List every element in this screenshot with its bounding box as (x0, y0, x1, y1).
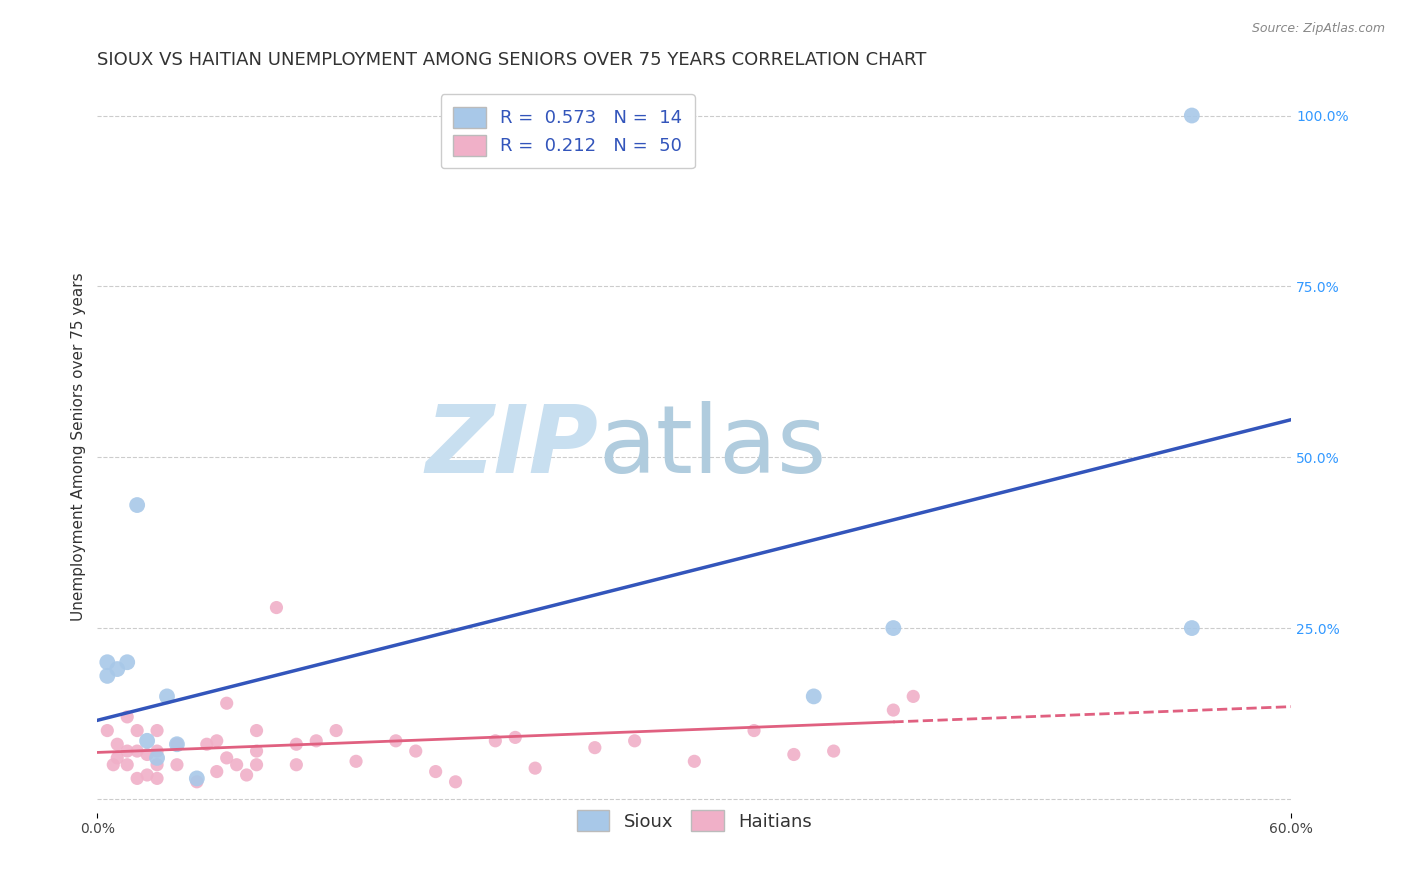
Point (205, 764, 228, 779)
Point (96, 723, 118, 738)
Point (325, 723, 347, 738)
Point (127, 772, 149, 786)
Point (583, 740, 606, 755)
Point (146, 757, 169, 772)
Point (385, 734, 408, 748)
Point (444, 774, 467, 789)
Point (235, 768, 257, 782)
Point (105, 662, 128, 676)
Point (305, 734, 328, 748)
Point (146, 751, 169, 765)
Point (136, 768, 159, 782)
Point (425, 764, 447, 779)
Point (105, 737, 128, 751)
Point (195, 737, 218, 751)
Point (166, 737, 188, 751)
Point (344, 754, 367, 768)
Y-axis label: Unemployment Among Seniors over 75 years: Unemployment Among Seniors over 75 years (72, 273, 86, 621)
Point (127, 744, 149, 758)
Point (215, 751, 238, 765)
Point (136, 734, 159, 748)
Point (115, 710, 138, 724)
Point (1181, 109, 1204, 123)
Point (524, 761, 547, 775)
Point (623, 734, 645, 748)
Point (96, 669, 118, 683)
Point (285, 757, 308, 772)
Text: SIOUX VS HAITIAN UNEMPLOYMENT AMONG SENIORS OVER 75 YEARS CORRELATION CHART: SIOUX VS HAITIAN UNEMPLOYMENT AMONG SENI… (97, 51, 927, 69)
Point (882, 621, 904, 635)
Point (803, 690, 825, 704)
Point (484, 734, 506, 748)
Text: Source: ZipAtlas.com: Source: ZipAtlas.com (1251, 22, 1385, 36)
Point (136, 747, 159, 762)
Point (742, 723, 765, 738)
Point (166, 737, 188, 751)
Point (96, 655, 118, 669)
Point (127, 723, 149, 738)
Point (683, 754, 706, 768)
Point (156, 690, 179, 704)
Point (285, 737, 308, 751)
Point (205, 734, 228, 748)
Point (103, 757, 125, 772)
Point (105, 751, 128, 765)
Point (245, 744, 267, 758)
Point (245, 757, 267, 772)
Point (186, 774, 208, 789)
Point (903, 690, 925, 704)
Point (266, 600, 288, 615)
Point (146, 744, 169, 758)
Point (503, 731, 526, 745)
Point (225, 757, 247, 772)
Legend: Sioux, Haitians: Sioux, Haitians (564, 797, 824, 844)
Point (166, 757, 188, 772)
Point (115, 757, 138, 772)
Point (882, 703, 904, 717)
Point (127, 498, 149, 512)
Point (215, 696, 238, 710)
Point (1181, 621, 1204, 635)
Point (245, 723, 267, 738)
Text: atlas: atlas (599, 401, 827, 493)
Text: ZIP: ZIP (426, 401, 599, 493)
Point (146, 723, 169, 738)
Point (186, 772, 208, 786)
Point (146, 772, 169, 786)
Point (823, 744, 845, 758)
Point (783, 747, 806, 762)
Point (115, 744, 138, 758)
Point (405, 744, 427, 758)
Point (115, 655, 138, 669)
